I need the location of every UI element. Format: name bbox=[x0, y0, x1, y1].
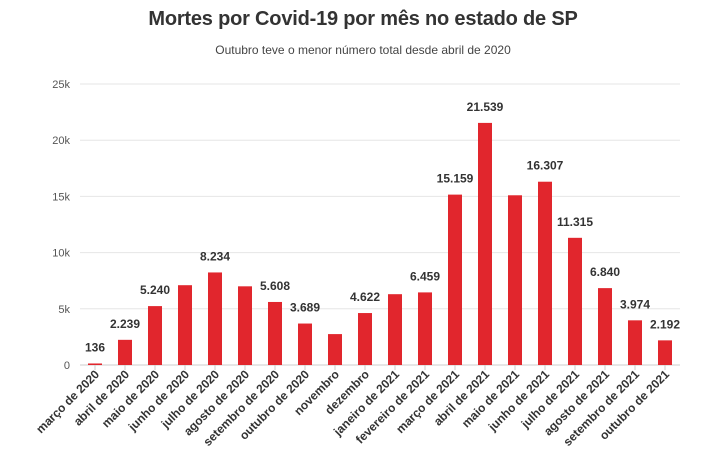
data-label: 2.192 bbox=[650, 317, 680, 331]
bar bbox=[568, 237, 582, 365]
chart-title: Mortes por Covid-19 por mês no estado de… bbox=[148, 8, 578, 30]
bar bbox=[448, 194, 462, 365]
bar bbox=[268, 301, 282, 365]
bar bbox=[628, 320, 642, 365]
bar bbox=[418, 292, 432, 365]
data-label: 6.459 bbox=[410, 269, 440, 283]
bar bbox=[208, 272, 222, 365]
y-tick-label: 15k bbox=[52, 191, 70, 203]
bar bbox=[328, 334, 342, 365]
bar bbox=[538, 181, 552, 365]
data-label: 6.840 bbox=[590, 265, 620, 279]
y-axis: 0 5k 10k 15k 20k 25k bbox=[52, 79, 70, 372]
bar bbox=[478, 122, 492, 365]
data-label: 5.608 bbox=[260, 279, 290, 293]
bar bbox=[298, 323, 312, 365]
bar bbox=[598, 288, 612, 365]
bar bbox=[238, 286, 252, 365]
data-label: 5.240 bbox=[140, 283, 170, 297]
bar bbox=[358, 313, 372, 365]
bar bbox=[178, 285, 192, 365]
data-label: 21.539 bbox=[467, 100, 504, 114]
data-label: 3.974 bbox=[620, 297, 650, 311]
y-tick-label: 0 bbox=[64, 360, 70, 372]
data-label: 16.307 bbox=[527, 159, 564, 173]
bar bbox=[118, 339, 132, 365]
y-tick-label: 20k bbox=[52, 135, 70, 147]
data-label: 8.234 bbox=[200, 249, 230, 263]
bar bbox=[658, 340, 672, 365]
data-label: 3.689 bbox=[290, 301, 320, 315]
y-tick-label: 10k bbox=[52, 248, 70, 260]
bar bbox=[148, 306, 162, 365]
data-label: 4.622 bbox=[350, 290, 380, 304]
bar bbox=[508, 195, 522, 365]
chart-subtitle: Outubro teve o menor número total desde … bbox=[215, 43, 511, 57]
data-label: 2.239 bbox=[110, 317, 140, 331]
data-label: 15.159 bbox=[437, 172, 474, 186]
bar bbox=[88, 363, 102, 365]
bars bbox=[88, 122, 672, 365]
data-label: 136 bbox=[85, 340, 105, 354]
data-label: 11.315 bbox=[557, 215, 593, 229]
y-tick-label: 5k bbox=[58, 304, 70, 316]
y-tick-label: 25k bbox=[52, 79, 70, 91]
bar bbox=[388, 294, 402, 365]
